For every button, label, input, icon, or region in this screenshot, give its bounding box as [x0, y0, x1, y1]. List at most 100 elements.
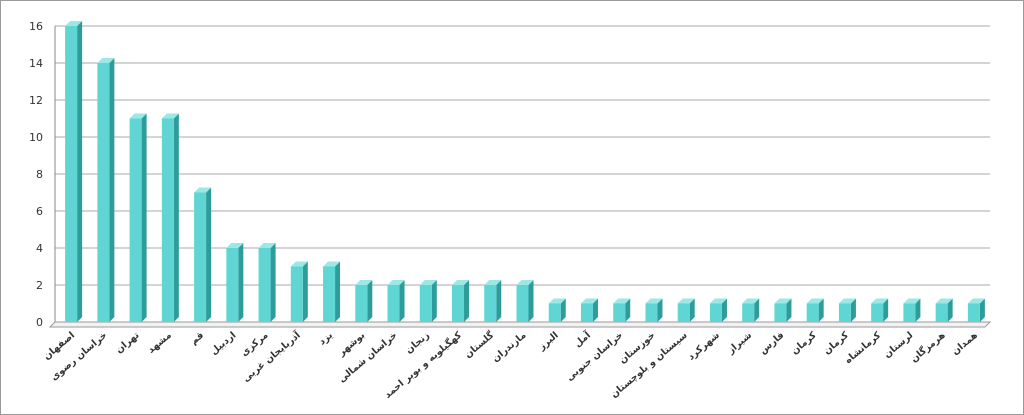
bar-front — [65, 26, 78, 322]
y-tick-label: 14 — [29, 57, 43, 70]
y-tick-label: 8 — [36, 168, 43, 181]
bar-front — [97, 63, 110, 322]
bar-top — [613, 298, 631, 304]
bar-front — [355, 285, 368, 322]
bar-top — [935, 298, 953, 304]
bar-top — [323, 261, 341, 267]
bar-front — [516, 285, 529, 322]
bar — [161, 113, 179, 322]
bar-front — [903, 303, 916, 322]
bar-front — [935, 303, 948, 322]
bar-top — [258, 243, 276, 248]
bar-side — [754, 298, 760, 322]
bar-front — [387, 285, 400, 322]
bar — [838, 298, 856, 322]
bar-top — [419, 280, 437, 285]
bar-top — [484, 280, 502, 285]
bar — [258, 243, 276, 322]
bar — [226, 243, 244, 322]
y-tick-label: 12 — [29, 94, 43, 107]
bar-top — [903, 298, 921, 304]
bar — [742, 298, 760, 322]
bar-top — [580, 298, 598, 304]
bar — [548, 298, 566, 322]
bar-side — [689, 298, 695, 322]
bar-top — [355, 280, 373, 285]
bar-side — [173, 113, 179, 322]
bar-top — [548, 298, 566, 304]
bar-side — [592, 298, 598, 322]
bar-side — [109, 58, 115, 322]
bar-side — [850, 298, 856, 322]
bar-top — [129, 113, 147, 119]
bar-side — [302, 261, 308, 322]
bar-side — [496, 280, 502, 322]
bar-side — [431, 280, 437, 322]
bar — [516, 280, 534, 322]
y-tick-label: 2 — [36, 279, 43, 292]
bar-side — [979, 298, 985, 322]
y-tick-label: 16 — [29, 20, 43, 33]
bar — [935, 298, 953, 322]
y-tick-label: 6 — [36, 205, 43, 218]
bar — [967, 298, 985, 322]
bar-side — [657, 298, 663, 322]
bar — [65, 21, 83, 322]
floor — [48, 321, 992, 328]
bar — [709, 298, 727, 322]
bar — [677, 298, 695, 322]
bar-side — [528, 280, 534, 322]
bar-front — [871, 303, 884, 322]
bar-top — [161, 113, 179, 119]
bar-side — [270, 243, 276, 322]
bar — [129, 113, 147, 322]
bar-side — [464, 280, 470, 322]
bar-front — [290, 266, 303, 322]
bar-front — [613, 303, 626, 322]
bar-front — [194, 192, 207, 322]
bar — [580, 298, 598, 322]
bar-top — [452, 280, 470, 285]
bar-front — [226, 248, 239, 322]
bar-front — [548, 303, 561, 322]
bar — [452, 280, 470, 322]
bar-front — [838, 303, 851, 322]
bar-side — [786, 298, 792, 322]
bar-side — [141, 113, 147, 322]
bar-side — [206, 187, 212, 322]
bar-front — [742, 303, 755, 322]
bar-front — [323, 266, 336, 322]
y-tick-label: 0 — [36, 316, 43, 329]
bar-top — [709, 298, 727, 304]
bar-side — [335, 261, 341, 322]
bar — [355, 280, 373, 322]
bar-top — [387, 280, 405, 285]
bar-side — [238, 243, 244, 322]
bar-front — [774, 303, 787, 322]
bar-front — [645, 303, 658, 322]
bar-top — [65, 21, 83, 26]
bar-top — [742, 298, 760, 304]
bar — [645, 298, 663, 322]
bar-side — [915, 298, 921, 322]
y-tick-label: 4 — [36, 242, 43, 255]
bar-front — [129, 118, 142, 322]
bar-front — [484, 285, 497, 322]
bar — [290, 261, 308, 322]
bar — [387, 280, 405, 322]
bar-side — [367, 280, 373, 322]
bar — [97, 58, 115, 322]
bar — [323, 261, 341, 322]
bar-top — [838, 298, 856, 304]
bar-top — [290, 261, 308, 267]
bar — [871, 298, 889, 322]
bar-side — [883, 298, 889, 322]
bar — [613, 298, 631, 322]
bar-side — [399, 280, 405, 322]
bar-side — [947, 298, 953, 322]
y-tick-label: 10 — [29, 131, 43, 144]
bar-side — [560, 298, 566, 322]
bar — [903, 298, 921, 322]
bar-front — [677, 303, 690, 322]
